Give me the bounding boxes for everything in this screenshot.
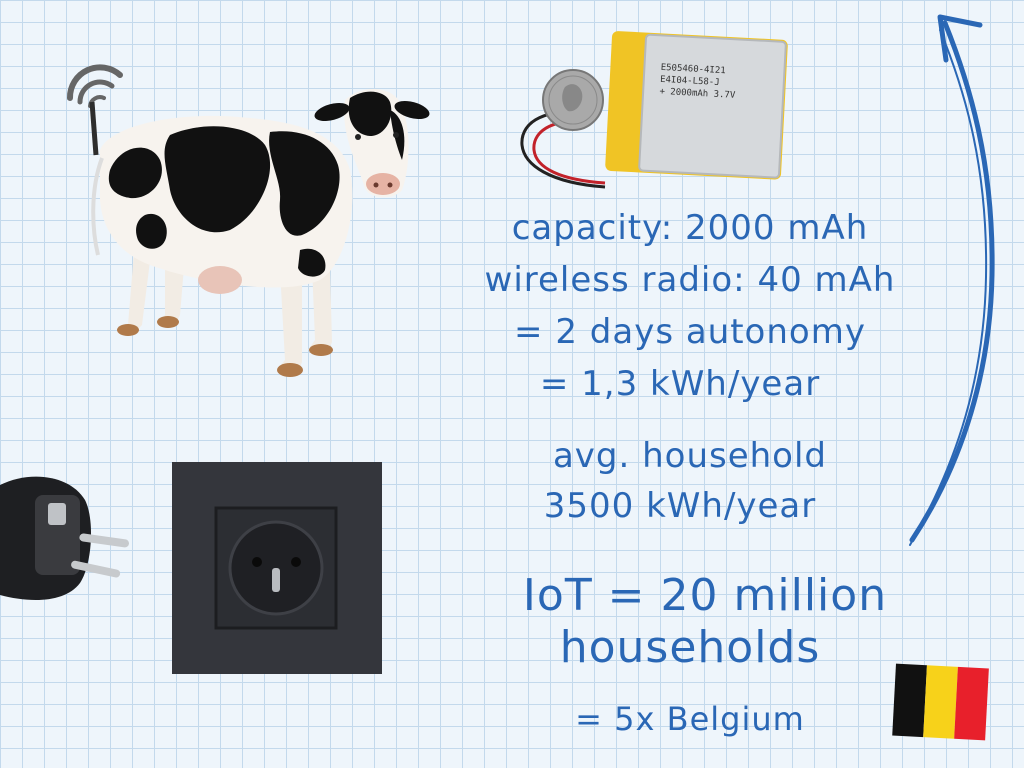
household-note-line2: 3500 kWh/year [543, 486, 817, 526]
radio-note: wireless radio: 40 mAh [484, 260, 896, 300]
capacity-note: capacity: 2000 mAh [511, 208, 869, 248]
belgian-flag-icon [892, 663, 989, 741]
household-note-line1: avg. household [552, 436, 828, 476]
autonomy-note: = 2 days autonomy [514, 312, 866, 352]
power-plug-icon [0, 476, 129, 600]
belgium-note: = 5x Belgium [575, 700, 805, 738]
iot-note-line1: IoT = 20 million [522, 570, 888, 621]
antenna-icon [89, 101, 99, 156]
wall-socket-icon [172, 462, 382, 674]
wifi-signal-icon [66, 64, 123, 108]
curved-arrow-icon [909, 14, 995, 546]
coin-icon [542, 69, 604, 131]
yearly-note: = 1,3 kWh/year [539, 364, 821, 404]
cow-with-antenna-icon [66, 64, 430, 377]
lipo-battery-icon [520, 31, 788, 189]
iot-note-line2: households [559, 622, 821, 673]
battery-label: E505460-4I21 E4I04-L58-J + 2000mAh 3.7V [659, 62, 781, 104]
